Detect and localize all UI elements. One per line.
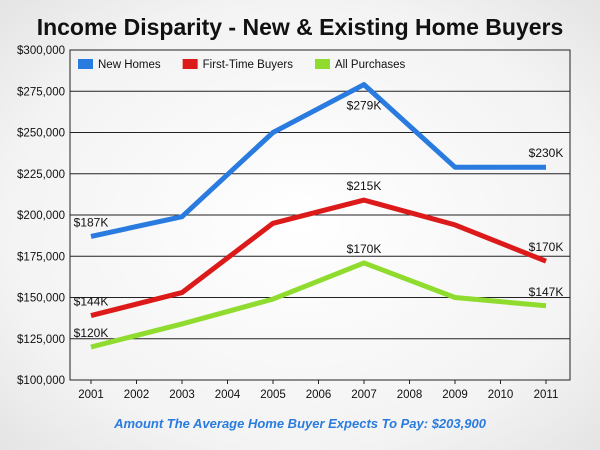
data-labels: $187K $279K $230K $144K $215K $170K $120K $170K… bbox=[74, 99, 564, 340]
x-tick-label: 2010 bbox=[488, 389, 514, 401]
y-tick-label: $125,000 bbox=[17, 334, 65, 346]
y-tick-label: $200,000 bbox=[17, 210, 65, 222]
legend-item: New Homes bbox=[78, 59, 161, 71]
y-tick-label: $300,000 bbox=[17, 45, 65, 57]
y-tick-label: $275,000 bbox=[17, 86, 65, 98]
x-tick-label: 2011 bbox=[534, 389, 559, 401]
legend: New Homes First-Time Buyers All Purchases bbox=[78, 59, 406, 71]
legend-label: New Homes bbox=[98, 59, 161, 71]
legend-label: First-Time Buyers bbox=[203, 59, 294, 71]
x-tick-label: 2007 bbox=[351, 389, 377, 401]
legend-swatch bbox=[78, 59, 93, 69]
chart-caption: Amount The Average Home Buyer Expects To… bbox=[114, 416, 486, 431]
chart-title: Income Disparity - New & Existing Home B… bbox=[36, 14, 564, 40]
legend-swatch bbox=[182, 59, 198, 69]
series-line-all-purchases bbox=[90, 260, 547, 350]
x-tick-label: 2003 bbox=[169, 389, 195, 401]
grid-lines bbox=[70, 49, 570, 381]
data-label: $170K bbox=[347, 242, 382, 256]
x-tick-label: 2001 bbox=[78, 389, 104, 401]
data-label: $230K bbox=[529, 146, 564, 160]
y-axis: $100,000 $125,000 $150,000 $175,000 $200,000… bbox=[17, 45, 65, 387]
x-tick-label: 2004 bbox=[215, 389, 241, 401]
y-tick-label: $175,000 bbox=[17, 251, 65, 263]
x-tick-label: 2009 bbox=[442, 389, 468, 401]
y-tick-label: $100,000 bbox=[17, 375, 65, 387]
data-label: $279K bbox=[347, 99, 382, 113]
data-label: $215K bbox=[347, 179, 382, 193]
data-label: $120K bbox=[74, 326, 109, 340]
data-label: $170K bbox=[529, 240, 564, 254]
series-lines bbox=[90, 82, 547, 350]
legend-item: First-Time Buyers bbox=[182, 59, 294, 71]
y-tick-label: $250,000 bbox=[17, 128, 65, 140]
data-label: $147K bbox=[529, 285, 564, 299]
x-tick-label: 2008 bbox=[397, 389, 423, 401]
series-line-new-homes bbox=[90, 82, 546, 239]
legend-label: All Purchases bbox=[335, 59, 406, 71]
x-tick-label: 2002 bbox=[124, 389, 150, 401]
data-label: $144K bbox=[74, 295, 109, 309]
x-tick-label: 2006 bbox=[306, 389, 332, 401]
y-tick-label: $150,000 bbox=[17, 293, 65, 305]
legend-swatch bbox=[314, 59, 330, 69]
series-line-first-time-buyers bbox=[90, 197, 547, 319]
data-label: $187K bbox=[74, 215, 109, 229]
x-axis: 2001 2002 2003 2004 2005 2006 2007 2008 2009 2010… bbox=[78, 380, 558, 401]
plot-frame bbox=[69, 49, 571, 381]
legend-item: All Purchases bbox=[314, 59, 406, 71]
y-tick-label: $225,000 bbox=[17, 169, 65, 181]
x-tick-label: 2005 bbox=[260, 389, 286, 401]
